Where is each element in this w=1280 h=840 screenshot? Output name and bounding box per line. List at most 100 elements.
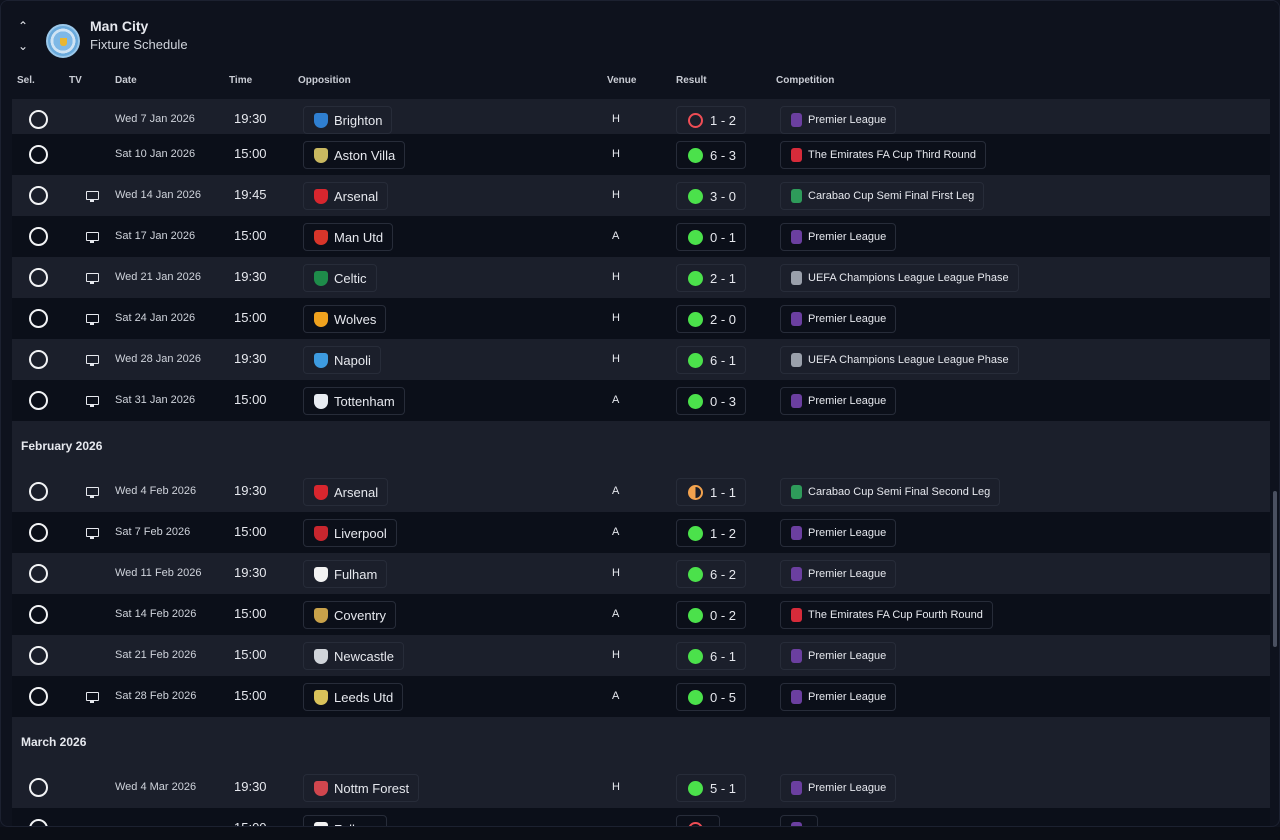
opposition-button[interactable]: Fulham — [303, 815, 388, 826]
fixture-row[interactable]: Sat 24 Jan 2026 15:00 Wolves H 2 - 0 Premier … — [12, 298, 1270, 339]
fixture-row[interactable]: Wed 4 Mar 2026 19:30 Nottm Forest H 5 - 1 Pre… — [12, 767, 1270, 808]
competition-button[interactable]: Carabao Cup Semi Final First Leg — [780, 182, 985, 210]
opposition-button[interactable]: Arsenal — [303, 182, 389, 210]
select-radio[interactable] — [29, 687, 48, 706]
score: 1 - 2 — [710, 525, 737, 541]
column-header-sel[interactable]: Sel. — [17, 75, 35, 86]
competition-button[interactable]: Premier League — [780, 519, 897, 547]
result-button[interactable]: 5 - 1 — [676, 774, 747, 802]
select-radio[interactable] — [29, 778, 48, 797]
select-radio[interactable] — [29, 110, 48, 129]
result-button[interactable]: 1 - 2 — [676, 106, 747, 134]
competition-button[interactable] — [780, 815, 818, 826]
column-header-time[interactable]: Time — [229, 75, 253, 86]
select-radio[interactable] — [29, 186, 48, 205]
competition-button[interactable]: Carabao Cup Semi Final Second Leg — [780, 478, 1001, 506]
column-header-venue[interactable]: Venue — [607, 75, 637, 86]
select-radio[interactable] — [29, 564, 48, 583]
opposition-button[interactable]: Napoli — [303, 346, 381, 374]
fixture-row[interactable]: Wed 21 Jan 2026 19:30 Celtic H 2 - 1 UEFA Cha… — [12, 257, 1270, 298]
competition-button[interactable]: Premier League — [780, 387, 897, 415]
opposition-button[interactable]: Liverpool — [303, 519, 397, 547]
competition-button[interactable]: The Emirates FA Cup Fourth Round — [780, 601, 993, 629]
column-header-result[interactable]: Result — [676, 75, 707, 86]
fixture-row[interactable]: Wed 11 Feb 2026 19:30 Fulham H 6 - 2 Premier … — [12, 553, 1270, 594]
opposition-button[interactable]: Leeds Utd — [303, 683, 404, 711]
result-button[interactable]: 0 - 2 — [676, 601, 747, 629]
scrollbar[interactable] — [1273, 491, 1277, 647]
result-button[interactable]: 2 - 0 — [676, 305, 747, 333]
column-header-date[interactable]: Date — [115, 75, 137, 86]
competition-button[interactable]: Premier League — [780, 642, 897, 670]
kickoff-time: 15:00 — [234, 310, 267, 325]
competition-button[interactable]: Premier League — [780, 305, 897, 333]
result-button[interactable]: 6 - 2 — [676, 560, 747, 588]
fixture-row[interactable]: Wed 7 Jan 2026 19:30 Brighton H 1 - 2 Premier… — [12, 99, 1270, 134]
fixture-row[interactable]: Wed 14 Jan 2026 19:45 Arsenal H 3 - 0 Carabao… — [12, 175, 1270, 216]
result-button[interactable]: 1 - 1 — [676, 478, 747, 506]
result-button[interactable]: 0 - 3 — [676, 387, 747, 415]
select-radio[interactable] — [29, 482, 48, 501]
opposition-button[interactable]: Aston Villa — [303, 141, 406, 169]
column-header-competition[interactable]: Competition — [776, 75, 835, 86]
column-header-opposition[interactable]: Opposition — [298, 75, 351, 86]
opposition-button[interactable]: Brighton — [303, 106, 393, 134]
opposition-button[interactable]: Arsenal — [303, 478, 389, 506]
competition-button[interactable]: The Emirates FA Cup Third Round — [780, 141, 986, 169]
opposition-button[interactable]: Newcastle — [303, 642, 404, 670]
result-button[interactable]: 6 - 1 — [676, 346, 747, 374]
next-arrow-icon[interactable]: ⌄ — [18, 39, 29, 53]
score: 5 - 1 — [710, 780, 737, 796]
opposition-name: Leeds Utd — [334, 689, 394, 705]
fixture-row[interactable]: 15:00 Fulham — [12, 808, 1270, 826]
team-badge-icon — [314, 311, 328, 327]
fixture-row[interactable]: Wed 4 Feb 2026 19:30 Arsenal A 1 - 1 Carabao … — [12, 471, 1270, 512]
fixture-row[interactable]: Sat 17 Jan 2026 15:00 Man Utd A 0 - 1 Premier… — [12, 216, 1270, 257]
score: 0 - 3 — [710, 393, 737, 409]
competition-button[interactable]: Premier League — [780, 106, 897, 134]
competition-button[interactable]: Premier League — [780, 683, 897, 711]
result-button[interactable]: 6 - 1 — [676, 642, 747, 670]
result-button[interactable]: 1 - 2 — [676, 519, 747, 547]
competition-button[interactable]: UEFA Champions League League Phase — [780, 346, 1019, 374]
select-radio[interactable] — [29, 227, 48, 246]
select-radio[interactable] — [29, 145, 48, 164]
result-button[interactable]: 0 - 5 — [676, 683, 747, 711]
column-header-tv[interactable]: TV — [69, 75, 82, 86]
fixture-row[interactable]: Sat 21 Feb 2026 15:00 Newcastle H 6 - 1 Premi… — [12, 635, 1270, 676]
fixture-row[interactable]: Sat 14 Feb 2026 15:00 Coventry A 0 - 2 The Em… — [12, 594, 1270, 635]
previous-arrow-icon[interactable]: ⌃ — [18, 19, 29, 33]
opposition-button[interactable]: Nottm Forest — [303, 774, 420, 802]
fixture-row[interactable]: Wed 28 Jan 2026 19:30 Napoli H 6 - 1 UEFA Cha… — [12, 339, 1270, 380]
kickoff-time: 15:00 — [234, 647, 267, 662]
select-radio[interactable] — [29, 391, 48, 410]
select-radio[interactable] — [29, 268, 48, 287]
kickoff-time: 15:00 — [234, 228, 267, 243]
select-radio[interactable] — [29, 350, 48, 369]
select-radio[interactable] — [29, 309, 48, 328]
competition-button[interactable]: Premier League — [780, 560, 897, 588]
result-button[interactable]: 0 - 1 — [676, 223, 747, 251]
select-radio[interactable] — [29, 605, 48, 624]
select-radio[interactable] — [29, 523, 48, 542]
fixture-row[interactable]: Sat 28 Feb 2026 15:00 Leeds Utd A 0 - 5 Premi… — [12, 676, 1270, 717]
select-radio[interactable] — [29, 646, 48, 665]
competition-button[interactable]: UEFA Champions League League Phase — [780, 264, 1019, 292]
fixture-row[interactable]: Sat 7 Feb 2026 15:00 Liverpool A 1 - 2 Premie… — [12, 512, 1270, 553]
result-button[interactable]: 3 - 0 — [676, 182, 747, 210]
fixture-row[interactable]: Sat 31 Jan 2026 15:00 Tottenham A 0 - 3 Premi… — [12, 380, 1270, 421]
opposition-button[interactable]: Celtic — [303, 264, 377, 292]
fixture-row[interactable]: Sat 10 Jan 2026 15:00 Aston Villa H 6 - 3 The… — [12, 134, 1270, 175]
result-button[interactable]: 2 - 1 — [676, 264, 747, 292]
opposition-button[interactable]: Coventry — [303, 601, 397, 629]
opposition-button[interactable]: Man Utd — [303, 223, 394, 251]
result-button[interactable]: 6 - 3 — [676, 141, 747, 169]
opposition-button[interactable]: Wolves — [303, 305, 387, 333]
result-button[interactable] — [676, 815, 720, 826]
opposition-button[interactable]: Fulham — [303, 560, 388, 588]
select-radio[interactable] — [29, 819, 48, 826]
competition-button[interactable]: Premier League — [780, 223, 897, 251]
competition-button[interactable]: Premier League — [780, 774, 897, 802]
premier-league-icon — [791, 690, 802, 704]
opposition-button[interactable]: Tottenham — [303, 387, 405, 415]
